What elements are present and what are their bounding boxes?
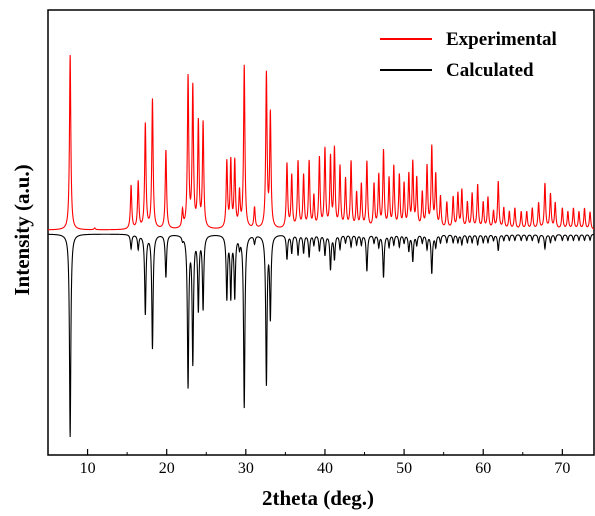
legend-label-calculated: Calculated bbox=[446, 60, 534, 81]
x-tick-label-10: 10 bbox=[80, 460, 96, 477]
series-line-experimental bbox=[48, 54, 595, 231]
x-tick-label-70: 70 bbox=[554, 460, 570, 477]
legend: Experimental Calculated bbox=[380, 29, 557, 81]
x-tick-label-60: 60 bbox=[475, 460, 491, 477]
x-tick-label-40: 40 bbox=[317, 460, 333, 477]
legend-label-experimental: Experimental bbox=[446, 29, 557, 50]
x-tick-label-50: 50 bbox=[396, 460, 412, 477]
series-layer bbox=[48, 54, 595, 438]
y-axis-label: Intensity (a.u.) bbox=[10, 164, 34, 295]
series-line-calculated bbox=[48, 233, 595, 438]
x-tick-label-30: 30 bbox=[238, 460, 254, 477]
x-axis-label: 2theta (deg.) bbox=[262, 486, 374, 510]
x-tick-label-20: 20 bbox=[159, 460, 175, 477]
x-axis: 10 20 30 40 50 60 70 bbox=[47, 449, 570, 477]
plot-frame bbox=[47, 9, 595, 456]
